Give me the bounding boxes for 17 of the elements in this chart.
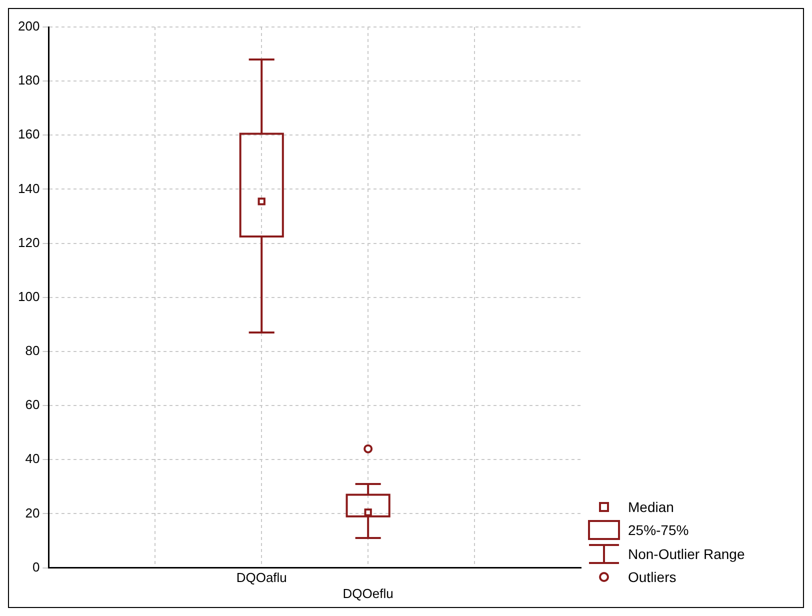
- x-tick-label: DQOaflu: [236, 570, 287, 586]
- y-tick-label: 20: [25, 505, 40, 520]
- y-tick-label: 0: [32, 559, 40, 574]
- y-tick-label: 160: [18, 126, 40, 142]
- y-tick-label: 180: [18, 72, 40, 88]
- x-tick-label: DQOeflu: [342, 586, 394, 601]
- text: Median: [628, 499, 674, 515]
- text: 25%-75%: [628, 522, 689, 538]
- text: Outliers: [628, 569, 676, 585]
- y-tick-label: 100: [18, 288, 40, 304]
- y-tick-label: 120: [18, 234, 40, 250]
- y-tick-label: 60: [25, 397, 40, 412]
- y-tick-label: 200: [18, 18, 40, 34]
- y-tick-label: 140: [18, 180, 40, 196]
- y-tick-label: 80: [25, 343, 40, 358]
- y-tick-label: 40: [25, 451, 40, 466]
- text: Non-Outlier Range: [628, 546, 745, 562]
